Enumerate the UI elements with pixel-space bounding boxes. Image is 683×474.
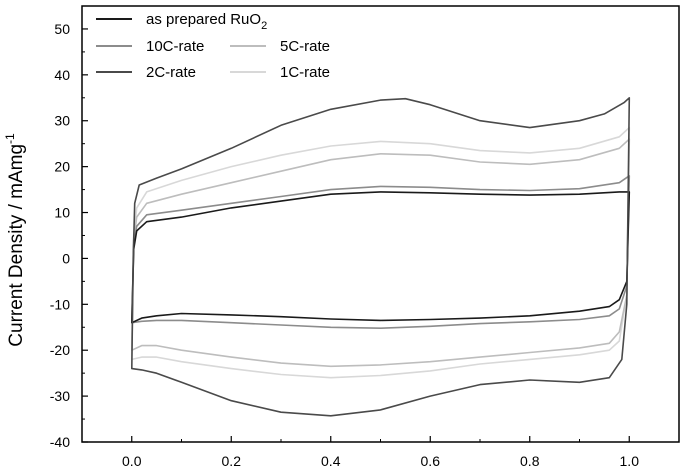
series-line-as-prepared-ruo2	[131, 191, 631, 324]
legend-label-main: as prepared RuO	[146, 11, 261, 28]
legend-label-sub: 2	[261, 20, 267, 32]
x-tick-label: 0.4	[321, 453, 341, 469]
series-curves	[131, 97, 631, 417]
y-tick-label: -40	[50, 434, 70, 450]
legend-label: 5C-rate	[280, 38, 330, 55]
y-tick-label: 10	[54, 205, 70, 221]
x-tick-label: 1.0	[620, 453, 640, 469]
series-line-1c-rate	[131, 126, 631, 379]
legend: as prepared RuO2 10C-rate 5C-rate 2C-rate 1C…	[96, 11, 330, 81]
legend-label: 10C-rate	[146, 38, 204, 55]
y-tick-label: -30	[50, 388, 70, 404]
y-axis-label: Current Density / mAmg-1	[3, 133, 27, 347]
series-line-10c-rate	[131, 175, 631, 329]
y-axis: -40 -30 -20 -10 0 10 20 30 40 50	[50, 5, 88, 450]
x-tick-label: 0.2	[222, 453, 242, 469]
y-tick-label: 20	[54, 159, 70, 175]
legend-label: 1C-rate	[280, 64, 330, 81]
y-tick-label: 30	[54, 113, 70, 129]
legend-label: as prepared RuO2	[146, 11, 267, 32]
y-tick-label: -20	[50, 342, 70, 358]
x-tick-label: 0.0	[122, 453, 142, 469]
y-tick-label: -10	[50, 296, 70, 312]
legend-label: 2C-rate	[146, 64, 196, 81]
x-tick-label: 0.6	[421, 453, 441, 469]
y-axis-label-main: Current Density / mAmg	[6, 144, 27, 347]
x-axis: 0.0 0.2 0.4 0.6 0.8 1.0	[81, 436, 680, 469]
x-tick-label: 0.8	[520, 453, 540, 469]
y-axis-label-sup: -1	[3, 133, 17, 144]
y-tick-label: 40	[54, 67, 70, 83]
y-tick-label: 50	[54, 21, 70, 37]
series-line-2c-rate	[131, 97, 631, 417]
y-tick-label: 0	[62, 250, 70, 266]
